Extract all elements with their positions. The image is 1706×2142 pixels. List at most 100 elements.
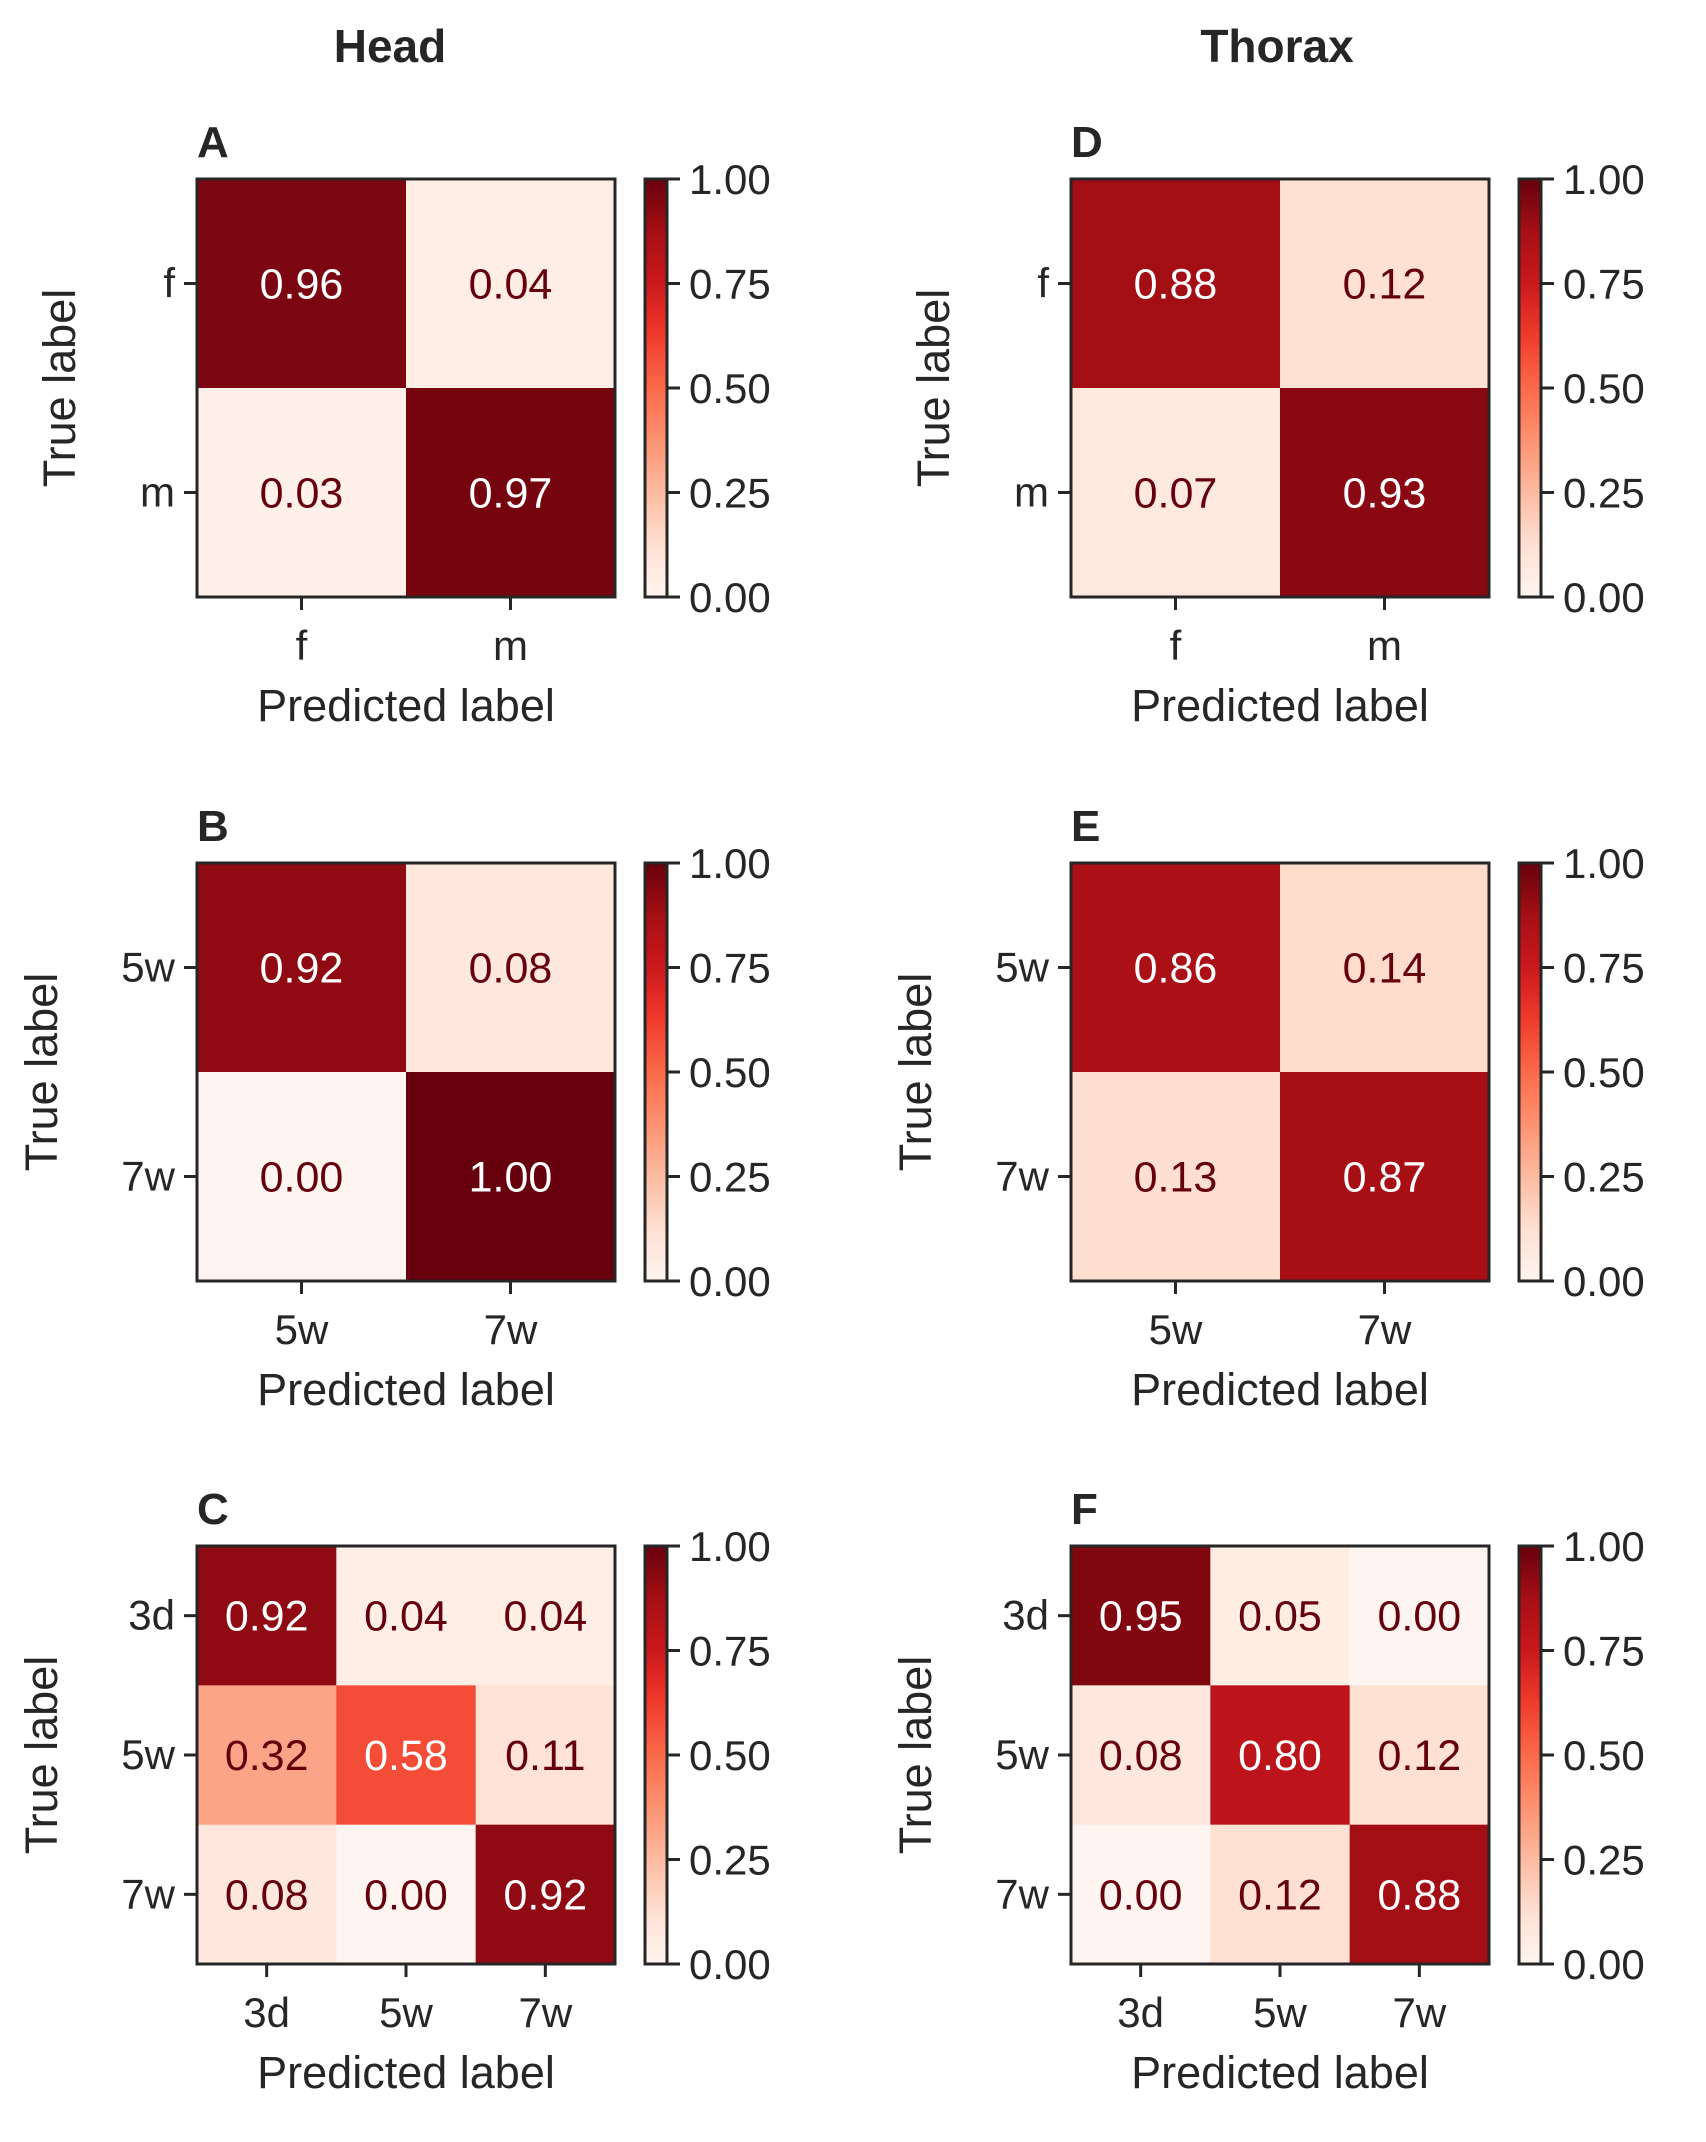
heatmap-cell <box>336 1685 477 1826</box>
x-tick-label: 5w <box>379 1989 433 2036</box>
y-tick-label: 7w <box>121 1153 175 1200</box>
colorbar <box>1519 179 1541 597</box>
heatmap-cell <box>1210 1824 1351 1965</box>
panel-letter: E <box>1071 802 1100 851</box>
panel-letter: F <box>1071 1485 1098 1534</box>
y-tick-label: 7w <box>121 1870 175 1917</box>
y-tick-label: m <box>1014 469 1049 516</box>
cell-value: 0.88 <box>1134 261 1218 309</box>
heatmap-cell <box>1071 388 1281 598</box>
colorbar-tick-label: 0.50 <box>689 1049 771 1096</box>
heatmap-cell <box>1071 179 1281 389</box>
matrix-frame <box>195 177 617 599</box>
y-tick-label: 5w <box>995 944 1049 991</box>
colorbar-tick-label: 0.00 <box>1563 1258 1645 1305</box>
colorbar-tick-label: 0.50 <box>1563 1732 1645 1779</box>
colorbar <box>645 863 667 1281</box>
y-tick-label: m <box>140 469 175 516</box>
colorbar-tick-label: 0.00 <box>689 1258 771 1305</box>
y-tick-label: f <box>1037 260 1049 307</box>
cell-value: 0.97 <box>469 470 553 518</box>
colorbar-tick-label: 0.25 <box>1563 1837 1645 1884</box>
heatmap-cell <box>197 1546 337 1686</box>
matrix-frame <box>1069 861 1491 1283</box>
x-tick-label: 5w <box>275 1306 329 1353</box>
colorbar-tick-label: 0.25 <box>689 1154 771 1201</box>
cell-value: 0.08 <box>225 1871 309 1919</box>
cell-value: 0.92 <box>503 1871 587 1919</box>
colorbar-tick-label: 0.25 <box>1563 1154 1645 1201</box>
colorbar-tick-label: 0.75 <box>1563 1628 1645 1675</box>
heatmap-cell <box>197 1824 337 1965</box>
y-tick-label: 5w <box>121 1731 175 1778</box>
cell-value: 0.00 <box>1377 1593 1461 1641</box>
cell-value: 0.00 <box>260 1154 344 1202</box>
y-tick-label: 7w <box>995 1153 1049 1200</box>
cell-value: 0.04 <box>469 261 553 309</box>
heatmap-cell <box>1349 1546 1490 1686</box>
panel-e: E 0.86 0.14 0.13 0.87 5w 5w 7w 7w Predicted label… <box>890 802 1645 1415</box>
colorbar-tick-label: 0.75 <box>1563 261 1645 308</box>
heatmap-cell <box>1280 388 1490 598</box>
panel-letter: C <box>197 1485 229 1534</box>
colorbar-tick-label: 0.75 <box>1563 945 1645 992</box>
x-tick-label: 3d <box>243 1989 290 2036</box>
heatmap-cell <box>1071 863 1281 1073</box>
x-axis-label: Predicted label <box>257 680 555 731</box>
colorbar-tick-label: 0.50 <box>689 1732 771 1779</box>
cell-value: 0.12 <box>1343 261 1427 309</box>
cell-value: 0.14 <box>1343 945 1427 993</box>
cell-value: 0.58 <box>364 1732 448 1780</box>
column-title-thorax: Thorax <box>1200 20 1354 72</box>
colorbar-tick-label: 0.50 <box>689 365 771 412</box>
cell-value: 0.96 <box>260 261 344 309</box>
heatmap-cell <box>1280 863 1490 1073</box>
colorbar <box>645 179 667 597</box>
cell-value: 0.05 <box>1238 1593 1322 1641</box>
x-axis-label: Predicted label <box>257 2047 555 2098</box>
cell-value: 0.86 <box>1134 945 1218 993</box>
y-tick-label: 3d <box>1002 1592 1049 1639</box>
x-tick-label: 7w <box>484 1306 538 1353</box>
column-title-head: Head <box>334 20 446 72</box>
y-tick-label: f <box>163 260 175 307</box>
panel-b: B 0.92 0.08 0.00 1.00 5w 5w 7w 7w Predicted label… <box>16 802 771 1415</box>
cell-value: 0.00 <box>364 1871 448 1919</box>
y-tick-label: 5w <box>995 1731 1049 1778</box>
panel-letter: A <box>197 118 229 167</box>
heatmap-cell <box>197 388 407 598</box>
heatmap-cell <box>1210 1685 1351 1826</box>
colorbar-tick-label: 0.75 <box>689 1628 771 1675</box>
colorbar-tick-label: 0.75 <box>689 261 771 308</box>
y-tick-label: 3d <box>128 1592 175 1639</box>
heatmap-cell <box>197 863 407 1073</box>
heatmap-cell <box>336 1824 477 1965</box>
cell-value: 0.92 <box>260 945 344 993</box>
matrix-frame <box>1069 177 1491 599</box>
x-tick-label: f <box>1170 622 1182 669</box>
x-tick-label: 3d <box>1117 1989 1164 2036</box>
heatmap-cell <box>336 1546 477 1686</box>
heatmap-cell <box>1071 1824 1211 1965</box>
panel-d: D 0.88 0.12 0.07 0.93 f f m m Predicted label True… <box>908 118 1645 731</box>
heatmap-cell <box>406 1072 616 1282</box>
heatmap-cell <box>406 863 616 1073</box>
cell-value: 0.93 <box>1343 470 1427 518</box>
heatmap-cell <box>1210 1546 1351 1686</box>
heatmap-cell <box>1349 1685 1490 1826</box>
y-axis-label: True label <box>908 289 959 487</box>
y-axis-label: True label <box>34 289 85 487</box>
cell-value: 0.95 <box>1099 1593 1183 1641</box>
heatmap-cell <box>406 179 616 389</box>
cell-value: 0.08 <box>469 945 553 993</box>
colorbar <box>1519 863 1541 1281</box>
cell-value: 0.87 <box>1343 1154 1427 1202</box>
cell-value: 0.13 <box>1134 1154 1218 1202</box>
y-axis-label: True label <box>890 973 941 1171</box>
y-axis-label: True label <box>890 1656 941 1854</box>
heatmap-cell <box>475 1824 616 1965</box>
heatmap-cell <box>1349 1824 1490 1965</box>
y-axis-label: True label <box>16 1656 67 1854</box>
colorbar-tick-label: 1.00 <box>1563 156 1645 203</box>
